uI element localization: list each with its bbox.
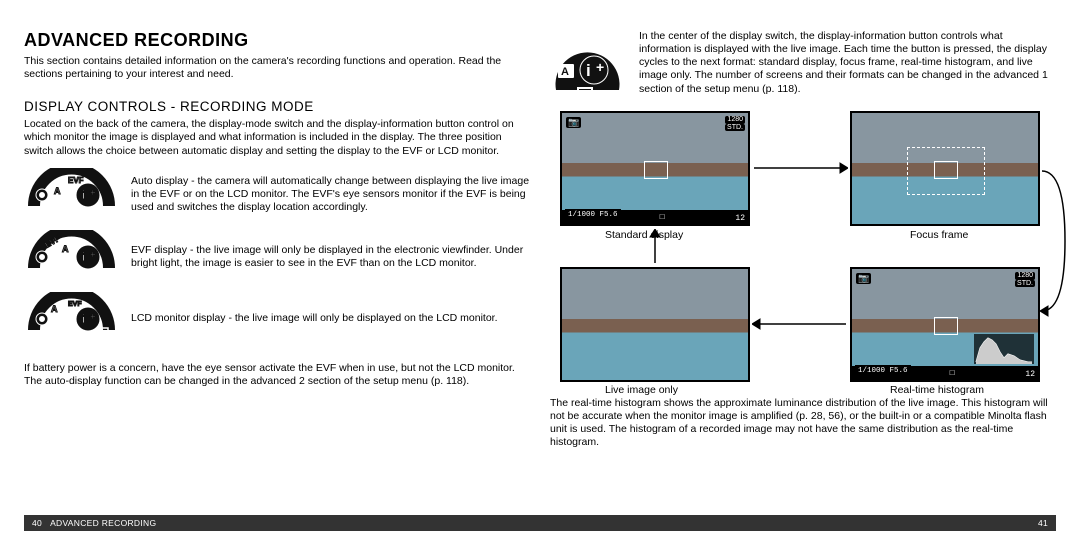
svg-text:+: + [596,59,604,75]
arrow-up-icon [645,229,665,265]
left-column: Advanced Recording This section contains… [24,30,530,529]
mode-row-auto: A EVF i + Auto display - the camera will… [24,168,530,222]
page-footer: 40 Advanced recording 41 [24,515,1056,531]
svg-text:A: A [561,66,569,78]
label-histogram: Real-time histogram [890,384,984,396]
svg-text:i: i [82,250,85,264]
arrow-curved-down-icon [1040,141,1070,341]
histogram-icon [974,334,1034,364]
right-top-block: EVF A i + In the center of the display s… [550,30,1056,105]
subsection-heading: Display Controls - Recording Mode [24,99,530,114]
focus-bracket [644,161,668,179]
right-column: EVF A i + In the center of the display s… [550,30,1056,529]
mode-row-evf: EVF A i + EVF display - the live image w… [24,230,530,284]
section-heading: Advanced Recording [24,30,530,51]
svg-text:EVF: EVF [68,301,82,308]
camera-icon: 📷 [856,273,871,284]
sub-intro-paragraph: Located on the back of the camera, the d… [24,118,530,157]
mode-evf-text: EVF display - the live image will only b… [131,244,530,270]
label-live: Live image only [605,384,678,396]
svg-text:i: i [82,188,85,202]
camera-icon: 📷 [566,117,581,128]
thumb-histogram: 📷 1280 STD. P ☼ □ 1/1000 F5.6 [850,267,1040,382]
svg-text:+: + [90,312,96,323]
svg-text:i: i [586,61,591,80]
histogram-paragraph: The real-time histogram shows the approx… [550,397,1056,450]
svg-text:+: + [90,188,96,199]
mode-auto-text: Auto display - the camera will automatic… [131,175,530,214]
svg-text:A: A [54,186,61,196]
switch-lcd-icon: EVF A i + [24,292,119,346]
right-top-paragraph: In the center of the display switch, the… [639,30,1056,96]
intro-paragraph: This section contains detailed informati… [24,55,530,81]
thumb-live [560,267,750,382]
manual-spread: Advanced Recording This section contains… [0,0,1080,539]
thumb-focus [850,111,1040,226]
svg-text:+: + [90,250,96,261]
info-button-icon: EVF A i + [550,30,625,105]
footer-left: 40 Advanced recording [32,518,156,528]
footer-right-page: 41 [1038,518,1048,528]
thumb-standard: 📷 1280 STD. P ☼ □ 1/1000 F5.6 12 [560,111,750,226]
switch-auto-icon: A EVF i + [24,168,119,222]
mode-row-lcd: EVF A i + LCD monitor display - the live… [24,292,530,346]
svg-text:A: A [51,304,58,314]
svg-text:EVF: EVF [68,176,84,185]
thumb-standard-count: 12 [735,214,745,223]
arrow-left-icon [752,317,848,331]
thumb-hist-badge: 1280 STD. [1015,272,1035,287]
display-cycle-diagram: 📷 1280 STD. P ☼ □ 1/1000 F5.6 12 Standar… [550,111,1050,391]
thumb-hist-count: 12 [1025,370,1035,379]
switch-evf-icon: EVF A i + [24,230,119,284]
svg-text:EVF: EVF [570,43,592,55]
thumb-standard-badge: 1280 STD. [725,116,745,131]
thumb-hist-exposure: 1/1000 F5.6 [855,365,911,381]
svg-text:A: A [62,244,69,254]
focus-bracket [934,317,958,335]
thumb-standard-exposure: 1/1000 F5.6 [565,209,621,225]
mode-lcd-text: LCD monitor display - the live image wil… [131,312,498,325]
battery-note: If battery power is a concern, have the … [24,362,530,388]
label-focus: Focus frame [910,229,968,241]
arrow-right-icon [752,161,848,175]
svg-text:i: i [82,312,85,326]
focus-area [907,147,985,195]
